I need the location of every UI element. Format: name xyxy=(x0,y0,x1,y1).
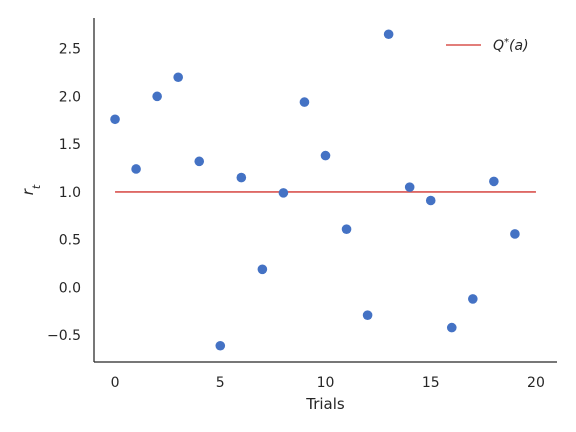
data-point xyxy=(383,29,394,40)
legend-label: Q*(a) xyxy=(493,37,529,55)
data-point xyxy=(110,114,120,125)
plot-area xyxy=(110,29,536,351)
data-point xyxy=(299,97,310,107)
data-point xyxy=(173,72,183,83)
data-point xyxy=(362,310,373,320)
data-point xyxy=(152,91,162,102)
data-point xyxy=(278,188,289,198)
x-axis-title: Trials xyxy=(305,395,345,413)
axes: 0 5 10 15 20 −0.5 0.0 0.5 1.0 1.5 2.0 2.5 Trials rt xyxy=(19,18,557,413)
x-tick-label: 15 xyxy=(422,375,440,391)
y-tick-label: 0.5 xyxy=(59,233,81,249)
y-tick-label: 2.5 xyxy=(59,42,81,58)
x-tick-label: 10 xyxy=(317,375,335,391)
data-point xyxy=(257,264,268,275)
data-point xyxy=(468,294,478,304)
x-tick-label: 0 xyxy=(111,375,120,391)
x-tick-label: 20 xyxy=(527,375,545,391)
data-point xyxy=(404,182,415,192)
y-tick-label: −0.5 xyxy=(47,328,81,344)
data-point xyxy=(194,156,205,167)
data-point xyxy=(341,224,352,234)
x-tick-label: 5 xyxy=(216,375,225,391)
y-tick-label: 1.0 xyxy=(59,185,81,201)
data-point xyxy=(215,340,226,351)
data-point xyxy=(320,150,331,161)
data-point xyxy=(236,172,247,183)
y-axis-title: rt xyxy=(19,184,43,195)
data-point xyxy=(489,176,499,187)
data-point xyxy=(131,164,141,174)
data-point xyxy=(446,322,457,333)
y-tick-label: 1.5 xyxy=(59,137,81,153)
y-tick-label: 0.0 xyxy=(59,280,81,296)
data-point xyxy=(510,229,520,239)
legend: Q*(a) xyxy=(446,37,529,55)
y-tick-label: 2.0 xyxy=(59,89,81,105)
data-point xyxy=(425,195,436,206)
